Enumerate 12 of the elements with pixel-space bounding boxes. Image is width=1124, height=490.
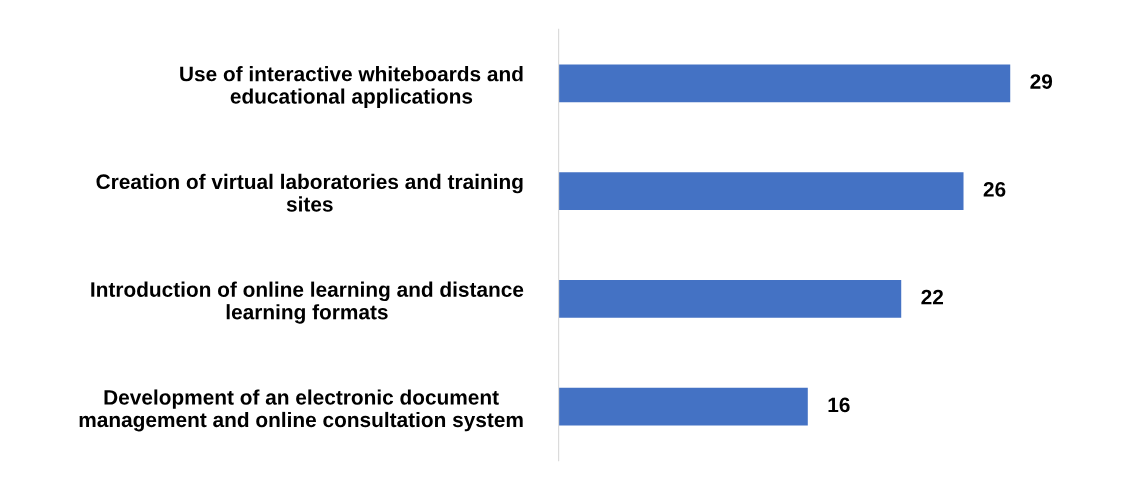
data-label: 29 bbox=[1030, 74, 1053, 89]
data-label: 26 bbox=[983, 181, 1006, 197]
bar bbox=[558, 387, 808, 426]
y-tick-label: Use of interactive whiteboards and educational applications bbox=[180, 66, 523, 108]
data-label: 16 bbox=[828, 397, 850, 413]
data-label: 22 bbox=[921, 289, 944, 305]
bar bbox=[558, 280, 902, 318]
y-tick-label: Creation of virtual laboratories and training sites bbox=[96, 173, 523, 212]
y-tick-label: Introduction of online learning and distance learning formats bbox=[91, 281, 524, 324]
y-tick-label: Development of an electronic document management and online consultation system bbox=[79, 389, 523, 432]
bar bbox=[558, 172, 964, 210]
bar bbox=[558, 64, 1011, 103]
